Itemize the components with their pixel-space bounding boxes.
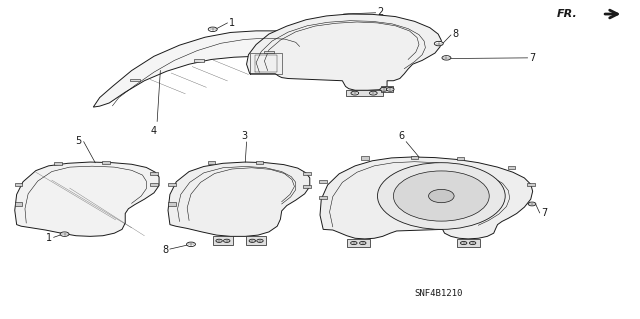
Bar (150, 183, 158, 187)
Ellipse shape (378, 163, 505, 229)
Bar (150, 172, 158, 175)
Bar (212, 236, 233, 245)
Bar (347, 239, 370, 247)
Bar (168, 202, 175, 205)
Bar (457, 157, 465, 160)
Bar (168, 183, 175, 187)
Circle shape (249, 239, 255, 242)
Polygon shape (246, 14, 442, 90)
Bar (102, 161, 110, 164)
Circle shape (60, 232, 69, 236)
Circle shape (351, 241, 357, 245)
Bar (130, 78, 140, 81)
Text: SNF4B1210: SNF4B1210 (415, 289, 463, 298)
Text: 8: 8 (162, 245, 168, 255)
Text: FR.: FR. (556, 9, 577, 19)
Bar (207, 161, 215, 164)
Text: 1: 1 (45, 233, 52, 243)
Bar (319, 180, 327, 183)
Text: 8: 8 (453, 29, 459, 39)
Bar (457, 239, 479, 247)
Bar (15, 183, 22, 187)
Text: 1: 1 (229, 18, 236, 28)
Bar (527, 183, 534, 187)
Bar (264, 50, 274, 53)
Circle shape (216, 239, 222, 242)
Bar (15, 202, 22, 205)
Polygon shape (15, 162, 159, 236)
Text: 7: 7 (529, 53, 536, 63)
Circle shape (360, 241, 366, 245)
Circle shape (257, 239, 263, 242)
Text: 3: 3 (241, 131, 248, 141)
Bar (319, 196, 327, 199)
Bar (303, 172, 311, 175)
Circle shape (223, 239, 230, 242)
Circle shape (528, 202, 536, 206)
Circle shape (435, 41, 444, 46)
Ellipse shape (394, 171, 489, 221)
Circle shape (469, 241, 476, 245)
Bar (411, 156, 419, 159)
Text: 2: 2 (377, 7, 383, 18)
Polygon shape (320, 157, 532, 239)
Circle shape (387, 87, 394, 91)
Text: 5: 5 (76, 136, 82, 146)
Circle shape (461, 241, 467, 245)
Bar (381, 86, 394, 92)
Bar (193, 59, 204, 62)
Circle shape (186, 242, 195, 247)
Text: 4: 4 (151, 125, 157, 136)
Circle shape (380, 87, 388, 91)
Polygon shape (168, 162, 310, 236)
Ellipse shape (429, 189, 454, 203)
Circle shape (208, 27, 217, 32)
Bar (303, 185, 311, 188)
Bar (246, 236, 266, 245)
Text: 6: 6 (399, 131, 405, 141)
Circle shape (369, 91, 377, 95)
Text: 7: 7 (541, 209, 548, 219)
Bar (255, 161, 263, 164)
Bar (508, 166, 515, 169)
Bar (346, 90, 383, 96)
Circle shape (351, 91, 358, 95)
Bar (361, 156, 369, 160)
Bar (54, 162, 62, 165)
Circle shape (442, 56, 451, 60)
Polygon shape (93, 31, 310, 107)
